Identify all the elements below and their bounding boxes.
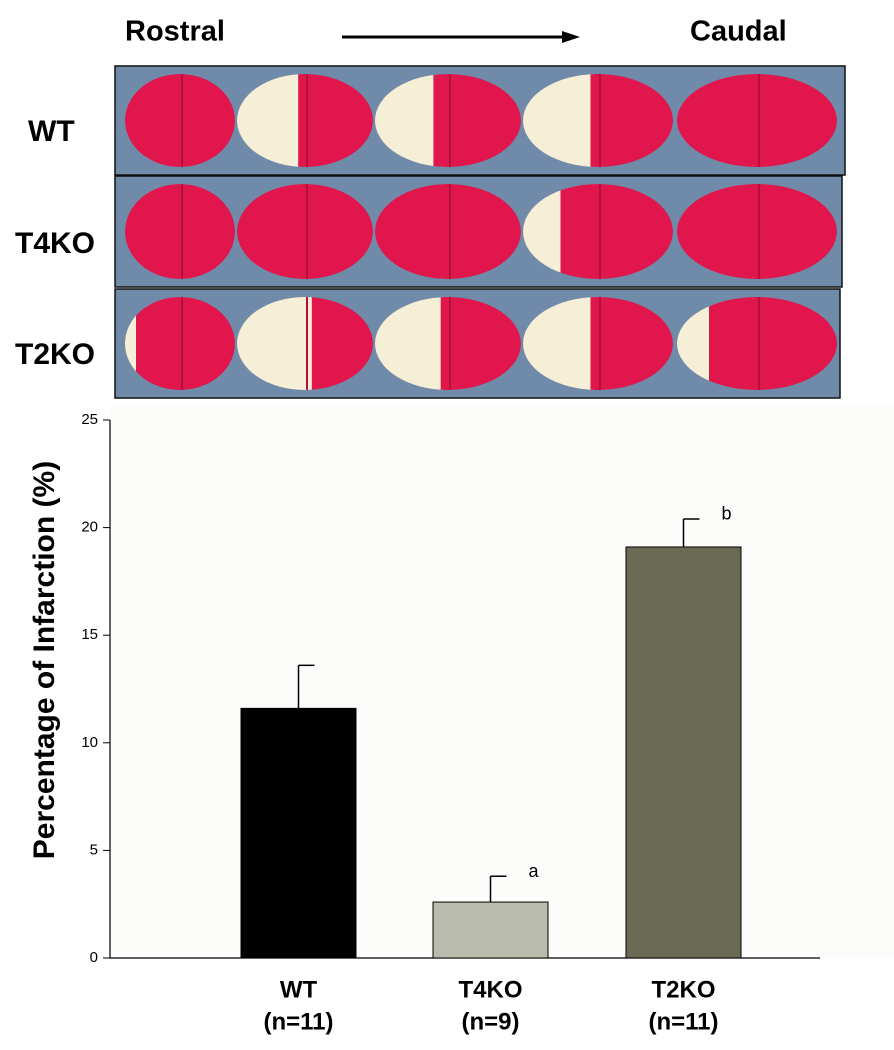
bar xyxy=(625,546,742,959)
y-tick-label: 25 xyxy=(81,411,98,428)
caudal-label: Caudal xyxy=(690,16,787,48)
slice-tissue xyxy=(677,184,837,279)
brain-slice xyxy=(125,184,235,279)
brain-slice xyxy=(125,297,235,390)
arrow-head xyxy=(562,31,580,43)
y-tick-label: 0 xyxy=(90,949,98,966)
y-tick-label: 10 xyxy=(81,734,98,751)
brain-slice xyxy=(125,74,235,167)
slice-tissue xyxy=(375,184,521,279)
bar xyxy=(432,901,549,959)
row-label: T2KO xyxy=(15,338,95,371)
row-label: T4KO xyxy=(15,227,95,260)
bar xyxy=(240,707,357,959)
y-tick-label: 15 xyxy=(81,626,98,643)
bar-chart: 0 5 10 15 20 25 Percentage of Infarction (%) WT… xyxy=(28,411,820,1035)
sample-size-label: (n=11) xyxy=(263,1008,333,1035)
sample-size-label: (n=9) xyxy=(461,1008,519,1035)
significance-label: a xyxy=(528,861,539,881)
y-tick-label: 20 xyxy=(81,519,98,536)
slice-tissue xyxy=(125,297,235,390)
row-label: WT xyxy=(28,115,75,148)
y-axis-label: Percentage of Infarction (%) xyxy=(28,461,61,859)
plot-background xyxy=(110,405,894,958)
slice-tissue xyxy=(677,297,837,390)
slice-tissue xyxy=(125,74,235,167)
x-tick-label: T2KO xyxy=(651,976,715,1003)
x-tick-label: T4KO xyxy=(458,976,522,1003)
y-tick-label: 5 xyxy=(90,841,98,858)
brain-slice xyxy=(237,184,373,279)
slice-tissue xyxy=(125,184,235,279)
infarct-area xyxy=(125,297,136,390)
brain-slice xyxy=(677,74,837,167)
brain-slice xyxy=(677,184,837,279)
slice-tissue xyxy=(237,184,373,279)
rostral-label: Rostral xyxy=(125,16,225,48)
slice-tissue xyxy=(677,74,837,167)
significance-label: b xyxy=(721,504,731,524)
photo-panel: WT T4KO T2KO xyxy=(15,65,846,399)
sample-size-label: (n=11) xyxy=(648,1008,718,1035)
brain-slice xyxy=(375,184,521,279)
x-tick-label: WT xyxy=(280,976,318,1003)
